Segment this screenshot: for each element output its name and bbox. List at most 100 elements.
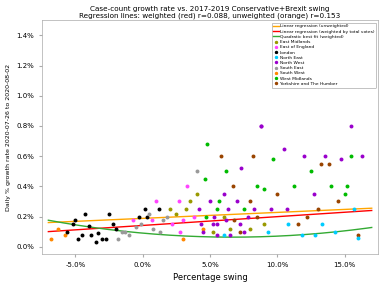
- Point: [311, 192, 317, 196]
- Point: [218, 154, 224, 158]
- Point: [237, 222, 243, 226]
- Point: [130, 217, 136, 222]
- Point: [72, 217, 78, 222]
- Point: [48, 237, 54, 241]
- Point: [220, 232, 227, 237]
- Point: [281, 146, 287, 151]
- Point: [173, 211, 179, 216]
- Point: [133, 225, 139, 229]
- Point: [214, 207, 220, 211]
- Point: [241, 207, 247, 211]
- Point: [99, 237, 105, 241]
- Point: [180, 237, 186, 241]
- Point: [227, 226, 233, 231]
- Point: [79, 232, 85, 237]
- Point: [261, 187, 267, 192]
- Point: [191, 214, 197, 219]
- Point: [351, 207, 357, 211]
- Point: [335, 199, 341, 204]
- Point: [217, 199, 223, 204]
- Point: [220, 192, 227, 196]
- Point: [142, 207, 149, 211]
- Point: [348, 124, 354, 128]
- Point: [202, 177, 208, 181]
- Point: [180, 217, 186, 222]
- Point: [119, 229, 126, 234]
- Point: [265, 229, 271, 234]
- Point: [319, 222, 325, 226]
- Point: [247, 226, 253, 231]
- Point: [200, 226, 206, 231]
- Point: [359, 154, 365, 158]
- Point: [237, 229, 243, 234]
- Point: [115, 237, 121, 241]
- Point: [318, 161, 324, 166]
- Point: [176, 199, 182, 204]
- Point: [348, 154, 354, 158]
- Point: [157, 229, 163, 234]
- Point: [261, 222, 267, 226]
- Point: [86, 223, 92, 228]
- Point: [200, 229, 206, 234]
- Point: [268, 207, 274, 211]
- Point: [210, 229, 216, 234]
- Point: [284, 207, 290, 211]
- Point: [167, 207, 173, 211]
- Point: [187, 199, 193, 204]
- Point: [220, 214, 227, 219]
- Point: [285, 222, 291, 226]
- Legend: Linear regression (unweighted), Linear regression (weighted by total votes), Qua: Linear regression (unweighted), Linear r…: [271, 22, 376, 88]
- Point: [344, 184, 351, 189]
- Point: [156, 207, 162, 211]
- Point: [95, 231, 101, 235]
- Point: [231, 217, 237, 222]
- Point: [355, 235, 361, 240]
- Point: [122, 229, 128, 234]
- Point: [308, 169, 314, 174]
- Point: [225, 207, 231, 211]
- Point: [230, 184, 236, 189]
- Point: [160, 217, 166, 222]
- Point: [146, 211, 152, 216]
- Point: [338, 157, 344, 162]
- Point: [355, 232, 361, 237]
- Point: [136, 214, 142, 219]
- Point: [299, 232, 305, 237]
- Point: [312, 232, 318, 237]
- Point: [103, 237, 109, 241]
- X-axis label: Percentage swing: Percentage swing: [173, 273, 247, 283]
- Y-axis label: Daily % growth rate 2020-07-26 to 2020-08-02: Daily % growth rate 2020-07-26 to 2020-0…: [5, 64, 10, 211]
- Point: [138, 222, 144, 226]
- Point: [144, 214, 150, 219]
- Point: [196, 207, 202, 211]
- Point: [184, 184, 190, 189]
- Point: [326, 161, 332, 166]
- Point: [234, 199, 240, 204]
- Point: [238, 166, 244, 170]
- Point: [211, 214, 217, 219]
- Point: [126, 232, 132, 237]
- Point: [241, 229, 247, 234]
- Point: [197, 222, 204, 226]
- Point: [55, 226, 61, 231]
- Point: [288, 82, 294, 86]
- Point: [295, 222, 301, 226]
- Point: [290, 184, 296, 189]
- Point: [75, 237, 81, 241]
- Point: [194, 192, 200, 196]
- Point: [70, 222, 76, 226]
- Point: [151, 226, 157, 231]
- Point: [254, 184, 260, 189]
- Point: [247, 199, 253, 204]
- Point: [93, 240, 99, 245]
- Point: [342, 192, 348, 196]
- Point: [164, 214, 170, 219]
- Point: [210, 222, 216, 226]
- Point: [169, 222, 175, 226]
- Point: [328, 184, 334, 189]
- Point: [301, 154, 308, 158]
- Point: [110, 222, 116, 226]
- Point: [113, 226, 119, 231]
- Point: [274, 192, 280, 196]
- Point: [254, 214, 260, 219]
